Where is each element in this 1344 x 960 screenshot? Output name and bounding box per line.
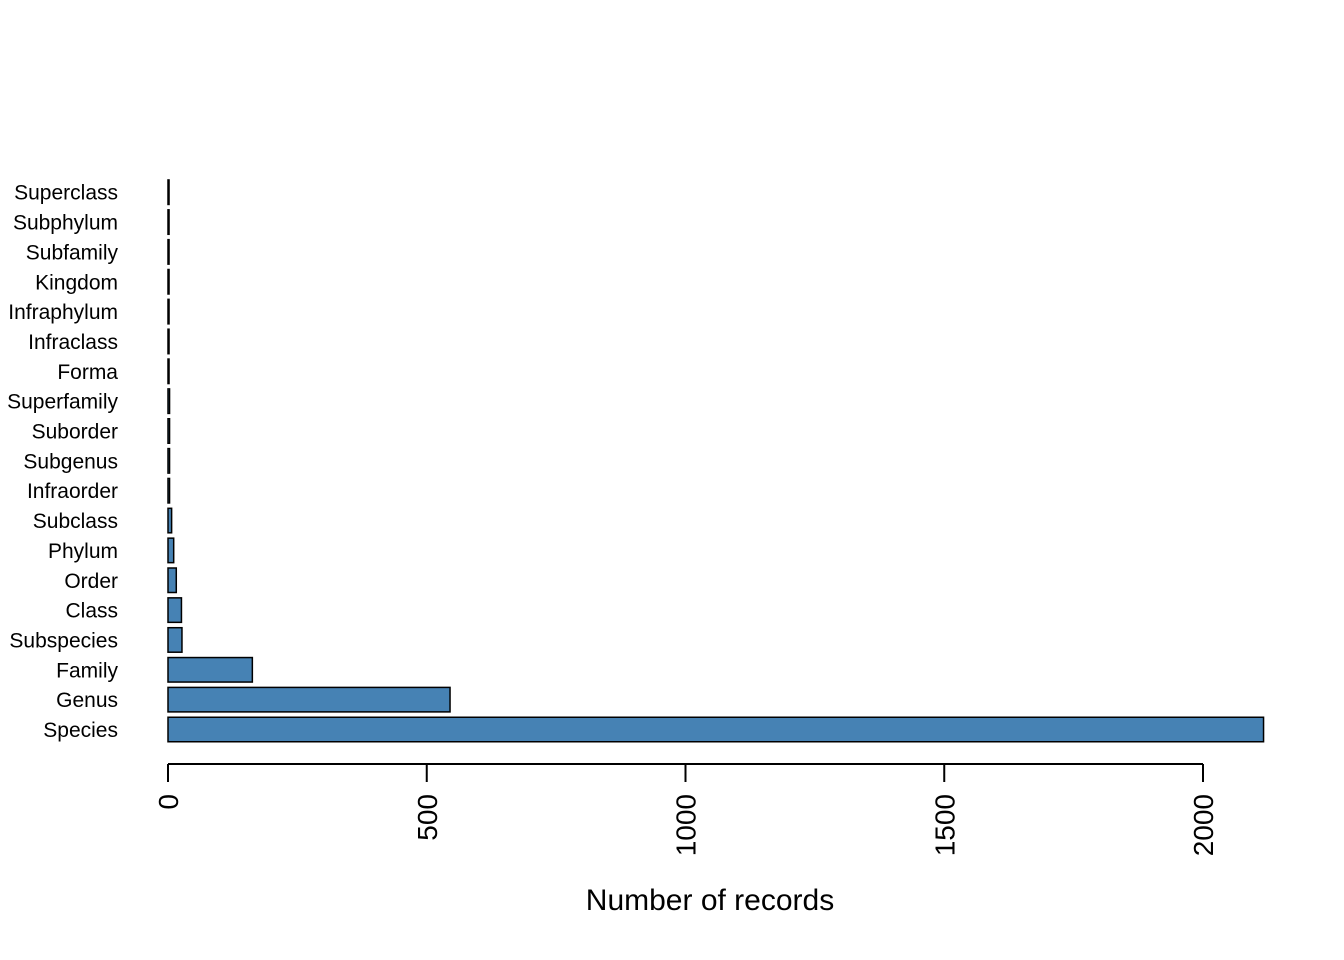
category-label-infraorder: Infraorder [27,480,118,503]
category-label-superfamily: Superfamily [7,391,118,414]
bar-class [167,597,183,624]
x-axis-title: Number of records [586,884,834,917]
category-label-subgenus: Subgenus [23,450,118,473]
category-label-genus: Genus [56,689,118,712]
category-label-superclass: Superclass [14,182,118,205]
bar-subgenus [167,447,171,474]
bar-order [167,567,178,594]
x-axis: 0 500 1000 1500 2000 [153,763,1219,856]
bar-subfamily [167,238,170,265]
bar-infraclass [167,328,170,355]
category-label-family: Family [56,659,118,682]
x-tick-label-2000: 2000 [1188,794,1219,856]
bar-subclass [167,507,173,534]
category-label-class: Class [65,600,118,623]
category-label-infraclass: Infraclass [28,331,118,354]
category-label-forma: Forma [57,361,118,384]
category-label-kingdom: Kingdom [35,271,118,294]
category-label-phylum: Phylum [48,540,118,563]
bar-subphylum [167,209,170,236]
bar-phylum [167,537,175,564]
bar-infraorder [167,477,171,504]
category-label-order: Order [64,570,118,593]
category-label-suborder: Suborder [32,421,118,444]
bar-kingdom [167,268,170,295]
category-label-subspecies: Subspecies [9,629,118,652]
bar-superfamily [167,388,171,415]
x-tick-label-0: 0 [153,794,184,810]
bar-subspecies [167,626,183,653]
bar-superclass [167,179,170,206]
category-labels: Species Genus Family Subspecies Class Order Ph… [7,182,118,742]
bars-group [167,179,1265,743]
bar-forma [167,358,170,385]
x-tick-label-500: 500 [412,794,443,841]
category-label-species: Species [43,719,118,742]
x-tick-label-1000: 1000 [671,794,702,856]
category-label-subfamily: Subfamily [26,241,119,264]
bar-family [167,656,254,683]
category-label-subclass: Subclass [33,510,118,533]
category-label-subphylum: Subphylum [13,212,118,235]
bar-suborder [167,418,171,444]
x-tick-label-1500: 1500 [929,794,960,856]
bar-species [167,716,1265,743]
bar-genus [167,686,451,713]
bar-infraphylum [167,298,170,325]
category-label-infraphylum: Infraphylum [8,301,118,324]
